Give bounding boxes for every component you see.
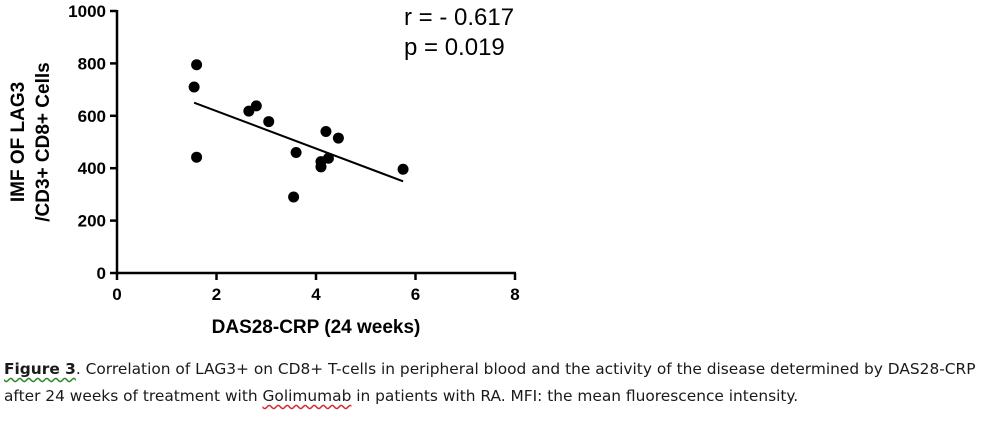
data-point — [397, 163, 409, 175]
chart-axes: 0 200 400 600 800 1000 0 2 4 6 8 — [68, 2, 520, 304]
figure-label: Figure 3 — [4, 360, 76, 378]
data-point — [250, 100, 262, 112]
regression-line — [193, 101, 404, 183]
data-point — [288, 191, 300, 203]
data-point — [315, 161, 327, 173]
y-tick-label: 400 — [78, 159, 106, 178]
data-point — [290, 146, 302, 158]
caption-text-1: . Correlation of LAG3+ on CD8+ T-cells i… — [4, 360, 976, 405]
caption-text-2: in patients with RA. MFI: the mean fluor… — [351, 387, 799, 405]
x-axis-title: DAS28-CRP (24 weeks) — [212, 317, 421, 338]
p-value-annotation: p = 0.019 — [404, 34, 505, 61]
x-tick-label: 6 — [411, 285, 420, 304]
data-point — [322, 152, 334, 164]
scatter-chart: 0 200 400 600 800 1000 0 2 4 6 8 IMF OF LAG3 /CD3+… — [8, 2, 520, 338]
correlation-r-annotation: r = - 0.617 — [404, 4, 514, 31]
y-axis-title-line-1: IMF OF LAG3 — [8, 82, 29, 202]
data-points — [188, 59, 409, 203]
data-point — [332, 132, 344, 144]
x-tick-label: 0 — [112, 285, 121, 304]
x-tick-label: 2 — [212, 285, 221, 304]
caption-drug-name: Golimumab — [262, 387, 352, 405]
figure-caption: Figure 3. Correlation of LAG3+ on CD8+ T… — [4, 356, 1006, 410]
data-point — [263, 116, 275, 128]
x-tick-label: 8 — [510, 285, 519, 304]
y-tick-label: 200 — [78, 212, 106, 231]
y-tick-label: 800 — [78, 54, 106, 73]
y-tick-label: 600 — [78, 107, 106, 126]
y-axis-title-line-2: /CD3+ CD8+ Cells — [33, 62, 54, 221]
fit-line-group — [193, 101, 404, 183]
data-point — [191, 59, 203, 71]
data-point — [191, 151, 203, 163]
data-point — [188, 81, 200, 93]
y-tick-label: 0 — [97, 264, 106, 283]
x-tick-label: 4 — [311, 285, 321, 304]
data-point — [320, 126, 332, 138]
y-tick-label: 1000 — [68, 2, 106, 21]
